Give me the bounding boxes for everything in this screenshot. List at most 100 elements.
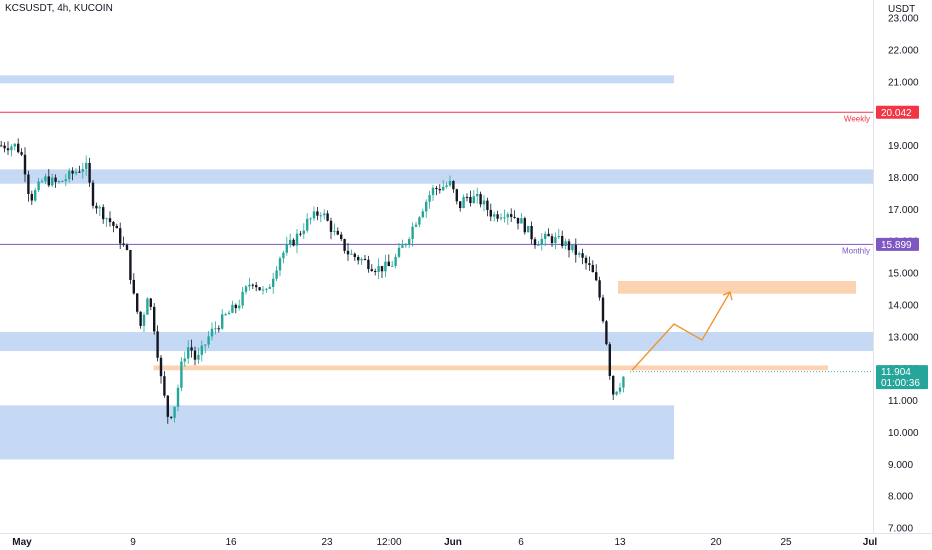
y-axis[interactable]: 23.00022.00021.00020.00019.00018.00017.0… <box>888 14 919 535</box>
candle-body <box>493 214 496 217</box>
candle-body <box>557 235 560 238</box>
candle-body <box>618 387 622 392</box>
x-tick-label: 6 <box>518 537 524 548</box>
candle-body <box>533 239 537 246</box>
candle-body <box>459 201 462 209</box>
candle-body <box>47 176 50 186</box>
candle-body <box>180 361 183 388</box>
candle-body <box>170 416 173 418</box>
candle-body <box>10 146 13 151</box>
candle-body <box>142 314 146 326</box>
candle-body <box>238 305 241 309</box>
projection-arrowhead <box>722 291 733 301</box>
candle-body <box>248 284 251 287</box>
y-tick-label: 15.000 <box>888 269 919 280</box>
candle-body <box>588 263 591 265</box>
candle-body <box>292 239 295 246</box>
candle-body <box>122 243 125 245</box>
candle-body <box>506 214 509 218</box>
candle-body <box>360 258 363 261</box>
y-tick-label: 23.000 <box>888 14 919 25</box>
candle-body <box>357 257 360 261</box>
candle-body <box>289 239 292 245</box>
x-axis[interactable]: May 9 16 23 12:00 Jun 6 13 20 25 Jul <box>12 537 877 548</box>
current-price-badge <box>876 365 928 390</box>
entry-zone-5 <box>153 365 829 371</box>
candle-countdown-text: 01:00:36 <box>881 378 920 389</box>
candle-body <box>183 358 186 362</box>
candle-body <box>326 213 329 221</box>
candle-body <box>462 196 465 209</box>
candle-body <box>496 214 499 219</box>
candle-body <box>350 253 353 255</box>
candle-body <box>564 241 567 246</box>
candle-body <box>571 245 574 251</box>
candle-body <box>574 245 577 255</box>
candle-body <box>503 217 506 219</box>
candle-body <box>200 345 203 355</box>
monthly-level-label: Monthly <box>842 246 870 255</box>
candle-body <box>108 218 112 222</box>
candle-body <box>312 211 316 219</box>
candle-body <box>499 217 503 219</box>
candle-body <box>68 170 71 180</box>
candle-body <box>595 272 598 281</box>
candle-body <box>272 278 275 288</box>
candle-body <box>282 252 285 259</box>
current-price-text: 11.904 <box>881 367 911 378</box>
candle-body <box>333 230 336 232</box>
candle-body <box>221 314 224 329</box>
candle-body <box>20 152 23 155</box>
candle-body <box>486 200 489 210</box>
candle-body <box>431 187 435 195</box>
y-tick-label: 21.000 <box>888 77 919 88</box>
candle-body <box>510 214 513 217</box>
candle-body <box>176 387 180 407</box>
symbol-title[interactable]: KCSUSDT, 4h, KUCOIN <box>5 3 113 14</box>
candle-body <box>425 201 428 212</box>
candle-body <box>567 241 571 251</box>
candle-body <box>166 395 169 417</box>
candle-body <box>411 226 414 240</box>
candle-body <box>210 328 214 337</box>
candle-body <box>299 233 302 235</box>
candle-body <box>367 259 370 270</box>
candle-body <box>530 226 533 240</box>
candle-body <box>146 298 149 315</box>
candle-body <box>527 226 530 233</box>
x-tick-label: 25 <box>780 537 792 548</box>
support-zone-2 <box>0 331 873 352</box>
weekly-price-badge-text: 20.042 <box>881 108 912 119</box>
candle-body <box>455 189 458 202</box>
resistance-zone-1 <box>0 169 873 184</box>
candle-body <box>435 187 438 190</box>
candle-body <box>139 311 142 326</box>
candle-body <box>578 253 581 255</box>
resistance-zone-0 <box>0 75 674 84</box>
candle-body <box>550 236 554 244</box>
candle-body <box>37 181 40 191</box>
candle-body <box>234 304 237 309</box>
levels-layer: Weekly Monthly <box>0 111 873 255</box>
weekly-price-badge <box>876 105 919 119</box>
candle-body <box>149 298 152 307</box>
x-tick-label: 20 <box>710 537 722 548</box>
candle-body <box>64 179 67 182</box>
candle-body <box>554 237 557 244</box>
candle-body <box>591 264 594 273</box>
candle-body <box>605 321 608 345</box>
x-tick-label: Jun <box>444 537 462 548</box>
candle-body <box>193 350 197 360</box>
candle-body <box>472 196 475 204</box>
candle-body <box>258 287 261 291</box>
candle-body <box>85 162 88 170</box>
candle-body <box>397 247 401 257</box>
candle-body <box>255 285 258 288</box>
projection-path <box>631 291 731 371</box>
y-tick-label: 8.000 <box>888 492 913 503</box>
candle-body <box>156 331 159 358</box>
candle-body <box>51 177 54 186</box>
candle-body <box>323 213 326 216</box>
candle-body <box>190 347 193 351</box>
